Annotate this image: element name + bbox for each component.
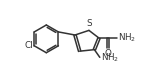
Text: S: S: [86, 19, 92, 28]
Text: NH$_2$: NH$_2$: [101, 51, 119, 64]
Text: NH$_2$: NH$_2$: [118, 32, 136, 44]
Text: Cl: Cl: [25, 41, 34, 50]
Text: O: O: [105, 49, 112, 58]
